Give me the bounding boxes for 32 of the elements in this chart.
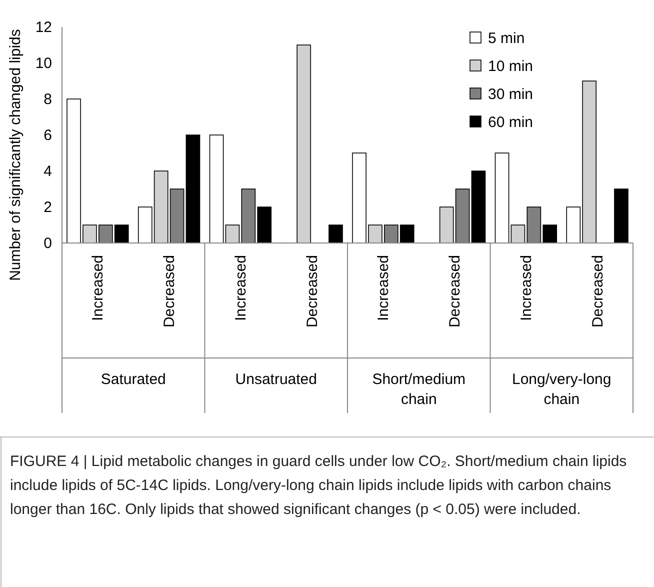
y-tick-label: 2 [44,198,52,216]
text: Long/very-long chain [512,371,612,408]
bar [494,152,510,244]
text: Saturated [100,371,166,388]
x-tick-label: Increased [90,255,107,321]
x-tick-label: Increased [232,255,250,321]
y-tick-label: 4 [44,162,52,180]
x-tick-label: Increased [375,255,392,321]
x-tick-label: Decreased [446,255,464,328]
y-tick-label: 8 [44,90,52,108]
caption: FIGURE 4 | Lipid metabolic changes in guard cells under low CO₂. Short/medium chain lipids include lipids of 5C-14C lipids. Long/very-long chain lipids include lipids with carbon chains longer than 16C. Only lipids that showed significant changes (p < 0.05) were included. [10,453,627,518]
legend-label: 60 min [488,114,534,131]
y-tick-label: 12 [35,18,52,36]
text: Short/medium chain [372,371,466,408]
y-tick-label: 10 [35,54,52,72]
bar [614,188,628,244]
x-tick-label: Decreased [304,255,321,328]
bar [471,170,486,244]
bar [328,224,343,244]
bar [296,44,312,244]
legend-label: 10 min [488,58,534,75]
y-tick-label: 0 [44,234,52,252]
legend-label: 5 min [488,30,525,47]
text: Unsatruated [235,371,317,388]
y-tick-label: 6 [44,126,52,144]
x-tick-label: Decreased [161,255,178,328]
x-tick-label: Increased [518,255,535,321]
legend-label: 30 min [488,86,534,103]
x-tick-label: Decreased [589,255,606,328]
bar [209,134,224,244]
bar [186,134,200,244]
y-axis-title: Number of significantly changed lipids [7,29,24,281]
